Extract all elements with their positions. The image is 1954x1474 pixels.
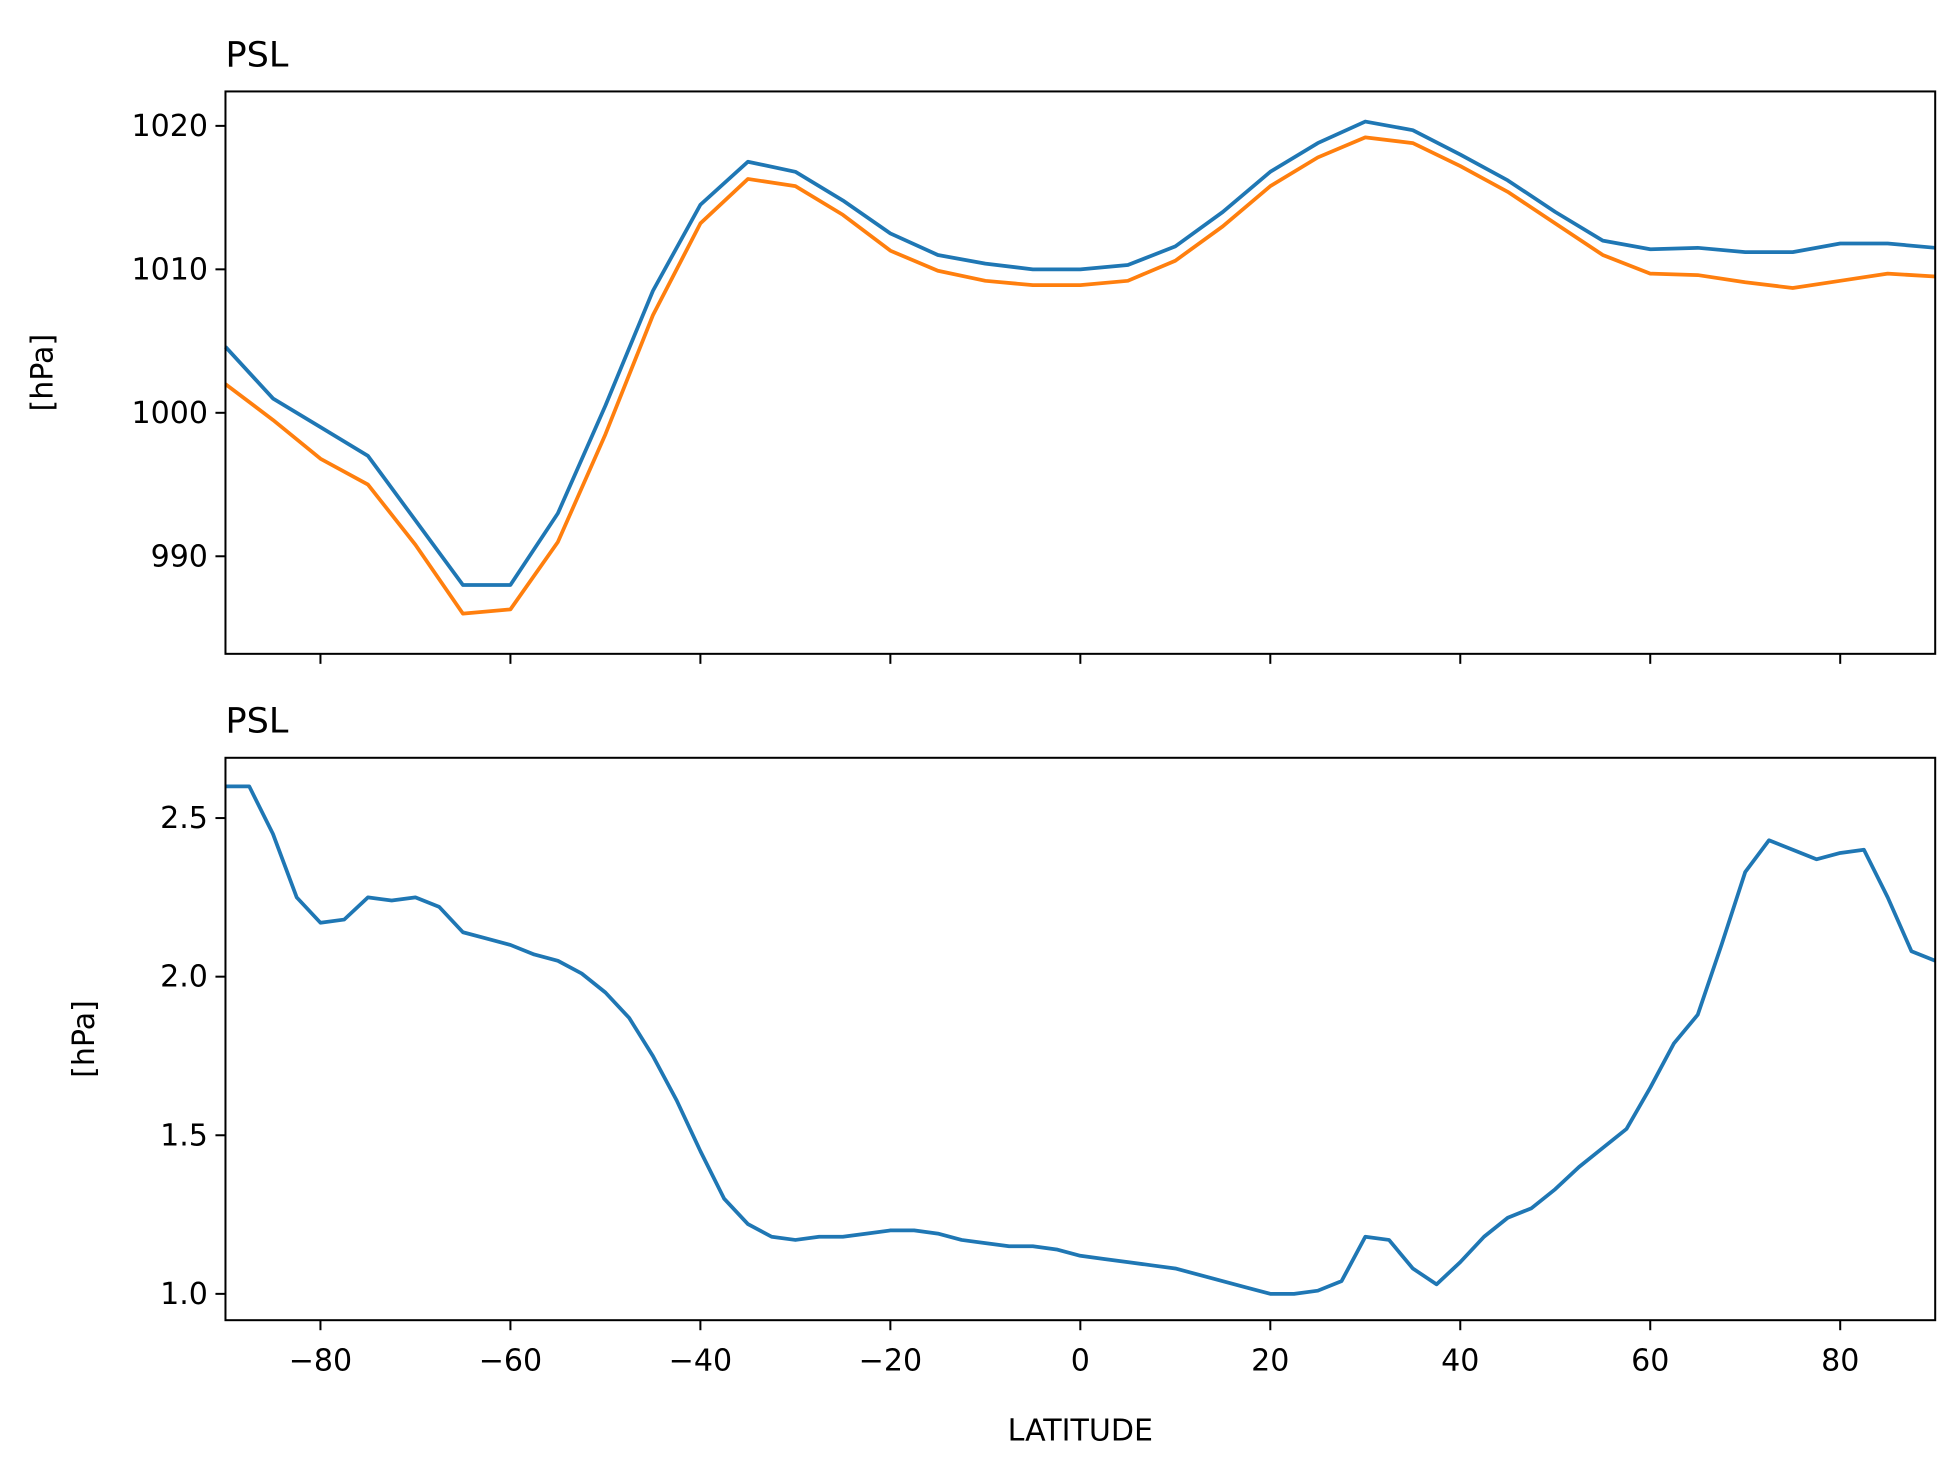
- x-axis-label: LATITUDE: [1008, 1413, 1153, 1448]
- x-tick-label: −40: [669, 1343, 732, 1378]
- y-tick-label: 1010: [131, 252, 207, 287]
- y-tick-label: 990: [151, 539, 208, 574]
- data-line: [224, 119, 1936, 587]
- y-tick-label: 1000: [131, 396, 207, 431]
- x-tick-label: 20: [1251, 1343, 1289, 1378]
- x-tick-label: −80: [289, 1343, 352, 1378]
- x-tick-label: 80: [1821, 1343, 1859, 1378]
- y-tick-label: 2.0: [160, 960, 208, 995]
- y-axis-label: [hPa]: [26, 334, 61, 412]
- x-tick-label: 40: [1441, 1343, 1479, 1378]
- y-axis-label: [hPa]: [67, 1000, 102, 1078]
- data-line: [224, 135, 1936, 616]
- x-tick-label: −20: [859, 1343, 922, 1378]
- x-tick-label: −60: [479, 1343, 542, 1378]
- y-tick-label: 1020: [131, 109, 207, 144]
- y-tick-label: 1.5: [160, 1118, 208, 1153]
- data-line: [225, 784, 1936, 1296]
- chart-title: PSL: [225, 34, 288, 75]
- x-tick-label: 0: [1071, 1343, 1090, 1378]
- y-tick-label: 2.5: [160, 801, 208, 836]
- axes-frame: [224, 90, 1937, 655]
- chart-title: PSL: [225, 701, 288, 742]
- y-tick-label: 1.0: [160, 1277, 208, 1312]
- x-tick-label: 60: [1631, 1343, 1669, 1378]
